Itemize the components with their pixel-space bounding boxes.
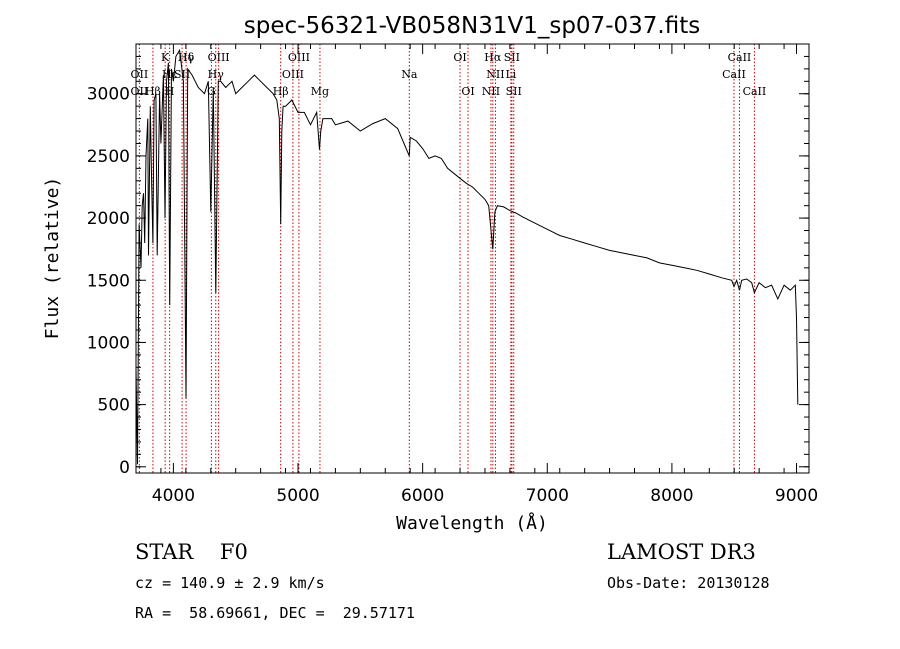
object-class: STAR F0 [135,540,248,564]
y-tick-label: 2000 [87,209,130,229]
survey-name: LAMOST DR3 [607,540,756,564]
line-marker-label: Hβ [273,85,289,98]
observation-date: Obs-Date: 20130128 [607,574,770,592]
line-marker-label: OIII [282,68,304,81]
line-marker-label: NII [482,85,500,98]
line-marker-label: SII [504,51,520,64]
x-tick-label: 4000 [152,486,195,506]
line-marker-label: OII [131,68,149,81]
spectrum-series-line [135,48,799,465]
line-marker-label: CaII [722,68,746,81]
x-tick-label: 9000 [775,486,818,506]
line-marker-label: Hα [484,51,502,64]
line-marker-label: CaII [743,85,767,98]
line-marker-label: G [207,85,216,98]
y-tick-label: 1500 [87,271,130,291]
line-marker-label: Hβ [145,85,161,98]
line-marker-label: Hγ [208,68,225,81]
x-tick-label: 5000 [276,486,319,506]
y-tick-label: 0 [119,458,130,478]
line-marker-label: K [161,51,170,64]
line-marker-label: Hγ [178,51,195,64]
line-marker-label: Li [505,68,516,81]
y-tick-label: 1000 [87,333,130,353]
y-axis-label: Flux (relative) [42,177,63,340]
y-tick-label: 2500 [87,147,130,167]
sky-coordinates: RA = 58.69661, DEC = 29.57171 [135,604,415,622]
redshift-velocity: cz = 140.9 ± 2.9 km/s [135,574,325,592]
y-tick-label: 3000 [87,85,130,105]
y-tick-label: 500 [98,396,130,416]
line-marker-label: SII [506,85,522,98]
plot-frame [135,43,810,474]
line-marker-label: OII [131,85,149,98]
x-axis-label: Wavelength (Å) [396,512,548,534]
line-marker-label: OIII [208,51,230,64]
x-tick-label: 6000 [401,486,444,506]
x-tick-label: 7000 [526,486,569,506]
line-marker-label: NII [486,68,504,81]
line-marker-label: Mg [311,85,329,98]
line-marker-label: CaII [728,51,752,64]
line-marker-label: OI [461,85,474,98]
line-marker-label: OIII [288,51,310,64]
line-marker-label: H [165,85,175,98]
line-marker-label: Na [401,68,418,81]
x-tick-label: 8000 [650,486,693,506]
chart-title: spec-56321-VB058N31V1_sp07-037.fits [244,13,700,39]
axis-ticks: 4000 5000 6000 7000 8000 9000 0 500 1000 1500 2000… [87,43,818,506]
line-marker-label: OI [453,51,466,64]
line-marker-label: Hδ [178,51,195,64]
